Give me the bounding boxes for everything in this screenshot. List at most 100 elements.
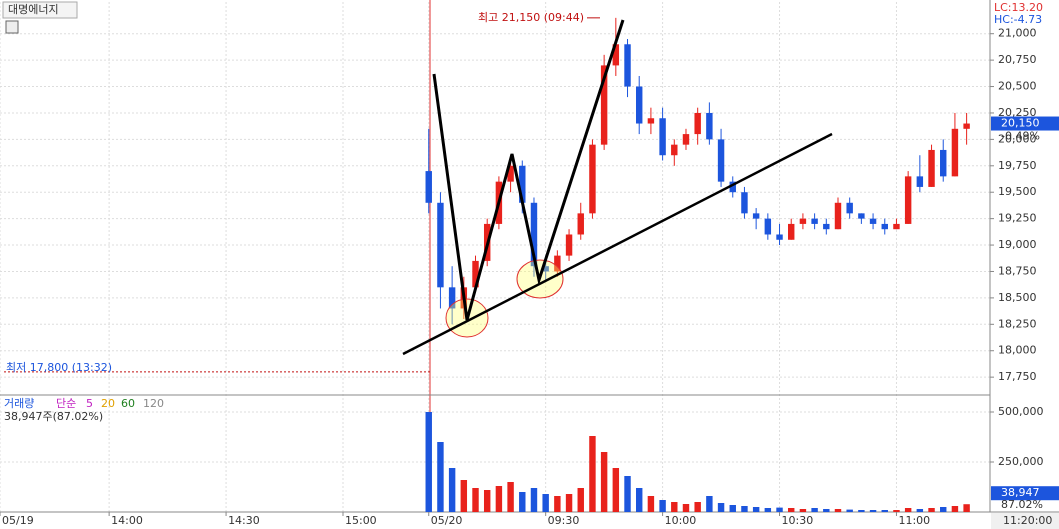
- volume-bar: [823, 509, 830, 512]
- current-price-box: [991, 116, 1059, 131]
- volume-bar: [858, 510, 865, 512]
- volume-bar: [600, 452, 608, 512]
- volume-bar: [776, 507, 783, 512]
- volume-bar: [904, 508, 912, 512]
- candle-body: [554, 255, 561, 272]
- y-tick-label: 18,750: [998, 264, 1037, 277]
- volume-bar: [741, 506, 748, 512]
- candle-body: [635, 86, 643, 124]
- y-tick-label: 20,250: [998, 106, 1037, 119]
- volume-bar: [706, 496, 713, 512]
- volume-bar: [612, 468, 620, 512]
- volume-bar: [554, 496, 561, 512]
- y-tick-label: 18,250: [998, 317, 1037, 330]
- candle-body: [834, 202, 842, 230]
- change-label: -0.49%: [1001, 130, 1040, 143]
- volume-bar: [437, 442, 444, 512]
- x-tick-label: 14:30: [228, 514, 260, 527]
- candle-body: [612, 44, 620, 66]
- volume-bar: [811, 508, 818, 512]
- candle-body: [893, 223, 900, 230]
- volume-bar: [963, 504, 970, 512]
- time-box: [991, 513, 1059, 529]
- candle-body: [530, 202, 538, 267]
- x-tick-label: 05/20: [431, 514, 463, 527]
- candle-body: [542, 266, 549, 272]
- candle-body: [671, 144, 678, 156]
- candle-body: [752, 213, 760, 219]
- candle-body: [647, 118, 655, 124]
- y-tick-label: 20,750: [998, 53, 1037, 66]
- candle-body: [799, 218, 807, 224]
- grid: [0, 2, 990, 512]
- y2-tick-label: 250,000: [998, 455, 1044, 468]
- y-tick-label: 19,250: [998, 212, 1037, 225]
- volume-bar: [788, 508, 795, 512]
- hc-label: HC:-4.73: [994, 13, 1042, 26]
- volume-name: 거래량: [4, 397, 34, 410]
- candle-body: [600, 65, 608, 145]
- candle-body: [624, 44, 631, 87]
- volume-current-box: [991, 486, 1059, 501]
- trend-line: [402, 132, 833, 356]
- x-tick-label: 09:30: [548, 514, 580, 527]
- y-tick-label: 19,750: [998, 159, 1037, 172]
- volume-bar: [694, 502, 701, 512]
- x-tick-label: 10:00: [665, 514, 697, 527]
- volume-bar: [893, 510, 900, 512]
- x-tick-label: 11:00: [898, 514, 930, 527]
- volume-bar: [483, 490, 491, 512]
- candle-body: [519, 165, 526, 203]
- volume-bar: [799, 509, 807, 512]
- candle-body: [904, 176, 912, 224]
- y-tick-label: 19,500: [998, 185, 1037, 198]
- candle-body: [776, 234, 783, 240]
- candle-body: [448, 287, 456, 309]
- candle-body: [940, 149, 947, 177]
- volume-bar: [869, 510, 877, 512]
- y2-tick-label: 500,000: [998, 405, 1044, 418]
- y-tick-label: 18,000: [998, 344, 1037, 357]
- x-tick-label: 05/19: [2, 514, 34, 527]
- candle-body: [472, 260, 479, 288]
- candle-body: [437, 202, 444, 288]
- candle-body: [928, 149, 935, 187]
- ma-period: 120: [143, 397, 164, 410]
- candle-body: [881, 223, 888, 230]
- candle-body: [846, 202, 853, 214]
- candle-body: [589, 144, 596, 214]
- candle-body: [916, 176, 924, 187]
- candle-body: [717, 139, 725, 182]
- volume-bar: [834, 509, 842, 512]
- candle-body: [682, 134, 690, 145]
- volume-bar: [881, 510, 888, 512]
- volume-bar: [951, 506, 959, 512]
- volume-bar: [916, 509, 924, 512]
- low-label: 최저 17,800 (13:32): [6, 361, 112, 374]
- ma-period: 5: [86, 397, 93, 410]
- candle-body: [694, 112, 701, 135]
- volume-bar: [495, 486, 503, 512]
- x-tick-label: 10:30: [782, 514, 814, 527]
- ma-period: 20: [101, 397, 115, 410]
- table-icon[interactable]: [5, 20, 19, 34]
- volume-bar: [507, 482, 514, 512]
- volume-bar: [425, 412, 432, 512]
- y-tick-label: 18,500: [998, 291, 1037, 304]
- candle-body: [764, 218, 772, 235]
- volume-bar: [846, 509, 853, 512]
- time-label: 11:20:00: [1003, 514, 1052, 527]
- candle-body: [507, 165, 514, 182]
- y-tick-label: 17,750: [998, 370, 1037, 383]
- volume-ratio-label: 87.02%: [1001, 498, 1043, 511]
- high-label: 최고 21,150 (09:44): [478, 11, 584, 24]
- volume-bar: [717, 503, 725, 512]
- candle-body: [659, 118, 666, 156]
- volume-bar: [940, 507, 947, 512]
- candle-body: [788, 223, 795, 240]
- annotations: [402, 19, 833, 356]
- volume-bar: [647, 496, 655, 512]
- candle-body: [951, 128, 959, 177]
